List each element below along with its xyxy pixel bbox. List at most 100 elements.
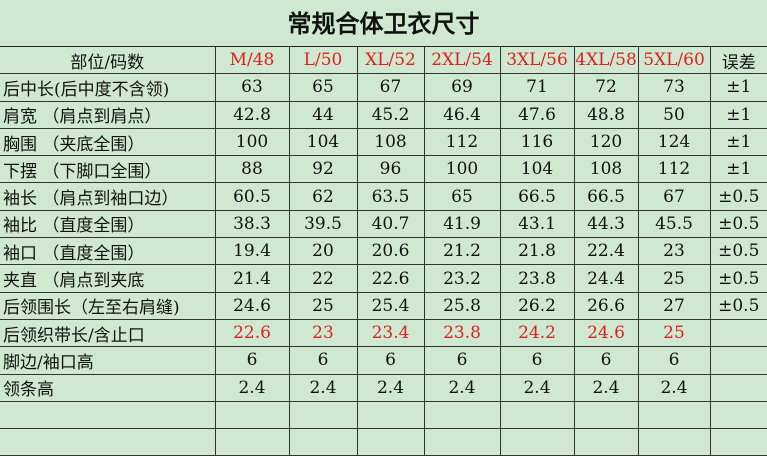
measurement-cell: 2.4 xyxy=(423,373,501,402)
measurement-cell xyxy=(214,428,290,456)
measurement-cell xyxy=(423,400,501,430)
tolerance-cell: ±1 xyxy=(709,127,767,157)
measurement-cell: 50 xyxy=(637,100,711,129)
measurement-cell: 2.4 xyxy=(499,373,575,402)
measurement-cell: 67 xyxy=(637,182,711,211)
measurement-cell: 26.6 xyxy=(573,291,639,320)
table-row: 后领织带长/含止口 22.6 23 23.4 23.8 24.2 24.6 25 xyxy=(0,318,767,348)
table-row: 袖比 （直度全围） 38.3 39.5 40.7 41.9 43.1 44.3 45.5 ±0.… xyxy=(0,209,767,239)
measurement-cell: 22.6 xyxy=(214,318,290,348)
measurement-cell: 67 xyxy=(356,73,425,102)
row-label: 袖比 （直度全围） xyxy=(0,209,216,239)
measurement-cell xyxy=(499,428,575,456)
measurement-cell: 96 xyxy=(356,155,425,184)
measurement-cell: 69 xyxy=(423,73,501,102)
measurement-cell: 120 xyxy=(573,127,639,157)
table-row: 夹直 （肩点到夹底 21.4 22 22.6 23.2 23.8 24.4 25 ±0.5 xyxy=(0,264,767,293)
table-row: 下摆 （下脚口全围） 88 92 96 100 104 108 112 ±1 xyxy=(0,155,767,184)
table-row: 袖长 （肩点到袖口边） 60.5 62 63.5 65 66.5 66.5 67 ±0.5 xyxy=(0,182,767,211)
measurement-cell: 6 xyxy=(637,346,711,375)
measurement-cell: 40.7 xyxy=(356,209,425,239)
measurement-cell xyxy=(573,400,639,430)
measurement-cell: 25.8 xyxy=(423,291,501,320)
measurement-cell: 6 xyxy=(573,346,639,375)
table-title: 常规合体卫衣尺寸 xyxy=(0,0,767,47)
measurement-cell: 25 xyxy=(637,318,711,348)
measurement-cell: 2.4 xyxy=(573,373,639,402)
measurement-cell: 45.5 xyxy=(637,209,711,239)
measurement-cell: 19.4 xyxy=(214,237,290,266)
row-label xyxy=(0,400,216,430)
size-chart-table: 部位/码数 M/48 L/50 XL/52 2XL/54 3XL/56 4XL/58 5XL/… xyxy=(0,47,767,456)
measurement-cell: 23.8 xyxy=(499,264,575,293)
row-label: 领条高 xyxy=(0,373,216,402)
measurement-cell: 92 xyxy=(288,155,358,184)
measurement-cell: 20.6 xyxy=(356,237,425,266)
table-row: 后中长(后中度不含领) 63 65 67 69 71 72 73 ±1 xyxy=(0,73,767,102)
measurement-cell xyxy=(423,428,501,456)
tolerance-cell: ±0.5 xyxy=(709,291,767,320)
measurement-cell: 47.6 xyxy=(499,100,575,129)
measurement-cell: 45.2 xyxy=(356,100,425,129)
measurement-cell xyxy=(637,428,711,456)
measurement-cell: 108 xyxy=(573,155,639,184)
measurement-cell: 44.3 xyxy=(573,209,639,239)
row-label: 胸围 （夹底全围） xyxy=(0,127,216,157)
measurement-cell: 22.4 xyxy=(573,237,639,266)
table-row: 胸围 （夹底全围） 100 104 108 112 116 120 124 ±1 xyxy=(0,127,767,157)
tolerance-cell xyxy=(709,428,767,456)
row-label: 下摆 （下脚口全围） xyxy=(0,155,216,184)
measurement-cell xyxy=(356,400,425,430)
measurement-cell: 23.4 xyxy=(356,318,425,348)
header-row: 部位/码数 M/48 L/50 XL/52 2XL/54 3XL/56 4XL/58 5XL/… xyxy=(0,47,767,75)
measurement-cell: 26.2 xyxy=(499,291,575,320)
measurement-cell: 63.5 xyxy=(356,182,425,211)
table-row: 领条高 2.4 2.4 2.4 2.4 2.4 2.4 2.4 xyxy=(0,373,767,402)
measurement-cell: 24.2 xyxy=(499,318,575,348)
measurement-cell: 100 xyxy=(423,155,501,184)
measurement-cell: 24.6 xyxy=(214,291,290,320)
measurement-cell xyxy=(288,428,358,456)
measurement-cell: 62 xyxy=(288,182,358,211)
measurement-cell: 21.8 xyxy=(499,237,575,266)
size-header: XL/52 xyxy=(356,47,425,75)
measurement-cell: 72 xyxy=(573,73,639,102)
tolerance-cell: ±1 xyxy=(709,100,767,129)
row-label: 肩宽 （肩点到肩点） xyxy=(0,100,216,129)
measurement-cell: 25 xyxy=(637,264,711,293)
measurement-cell: 38.3 xyxy=(214,209,290,239)
measurement-cell: 2.4 xyxy=(356,373,425,402)
row-label: 袖长 （肩点到袖口边） xyxy=(0,182,216,211)
measurement-cell: 21.4 xyxy=(214,264,290,293)
measurement-cell: 23.2 xyxy=(423,264,501,293)
measurement-cell xyxy=(573,428,639,456)
measurement-cell: 65 xyxy=(288,73,358,102)
measurement-cell: 66.5 xyxy=(499,182,575,211)
measurement-cell: 104 xyxy=(288,127,358,157)
measurement-cell: 88 xyxy=(214,155,290,184)
measurement-cell: 6 xyxy=(423,346,501,375)
measurement-cell xyxy=(637,400,711,430)
table-row: 脚边/袖口高 6 6 6 6 6 6 6 xyxy=(0,346,767,375)
measurement-cell: 2.4 xyxy=(637,373,711,402)
measurement-cell xyxy=(214,400,290,430)
measurement-cell: 22.6 xyxy=(356,264,425,293)
measurement-cell: 2.4 xyxy=(288,373,358,402)
measurement-cell xyxy=(288,400,358,430)
measurement-cell: 43.1 xyxy=(499,209,575,239)
table-row: 后领围长（左至右肩缝) 24.6 25 25.4 25.8 26.2 26.6 27 ±0.5 xyxy=(0,291,767,320)
measurement-cell: 46.4 xyxy=(423,100,501,129)
measurement-cell: 65 xyxy=(423,182,501,211)
measurement-cell: 73 xyxy=(637,73,711,102)
size-header: 2XL/54 xyxy=(423,47,501,75)
row-label: 后中长(后中度不含领) xyxy=(0,73,216,102)
measurement-cell: 21.2 xyxy=(423,237,501,266)
tolerance-cell xyxy=(709,373,767,402)
measurement-cell: 116 xyxy=(499,127,575,157)
measurement-cell: 71 xyxy=(499,73,575,102)
measurement-cell: 39.5 xyxy=(288,209,358,239)
size-header: 4XL/58 xyxy=(573,47,639,75)
table-row: 肩宽 （肩点到肩点） 42.8 44 45.2 46.4 47.6 48.8 50 ±1 xyxy=(0,100,767,129)
measurement-cell: 48.8 xyxy=(573,100,639,129)
row-label: 后领围长（左至右肩缝) xyxy=(0,291,216,320)
